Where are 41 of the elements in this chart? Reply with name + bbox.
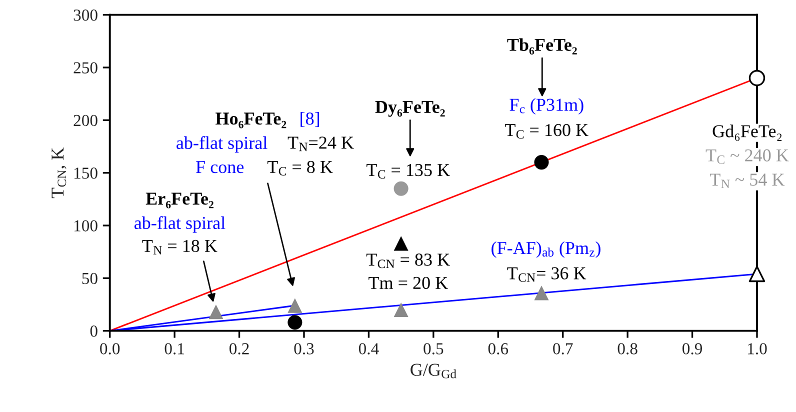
y-tick-label: 50 [82, 272, 98, 284]
annotation: T$_{C}$ ~ 240 K [706, 149, 789, 164]
annotation: T$_{CN}$= 36 K [507, 267, 586, 282]
x-tick-label: 1.0 [748, 343, 767, 354]
annotation: T$_{C}$ = 8 K [267, 160, 333, 176]
x-axis-title: G/G$_{Gd}$ [410, 364, 456, 378]
y-tick-label: 250 [74, 62, 98, 74]
x-tick-label: 0.5 [424, 343, 444, 354]
annotation: [8] [300, 112, 320, 127]
x-tick-label: 0.7 [553, 343, 573, 354]
annotation: Tm = 20 K [368, 276, 448, 290]
annotation: T$_{N}$ = 18 K [142, 240, 218, 254]
y-tick-label: 300 [74, 10, 98, 21]
annotation: T$_{C}$ = 160 K [505, 124, 588, 139]
annotation: Gd₆FeTe₂ [712, 124, 782, 141]
x-tick-label: 0.9 [682, 343, 702, 354]
annotation: ab-flat spiral [176, 136, 268, 153]
y-axis-title: T$_{CN}$, K [52, 147, 66, 198]
y-tick-label: 150 [74, 168, 98, 179]
annotation: F$_{c}$ (P31m) [510, 98, 584, 115]
annotation: T$_{N}$=24 K [288, 136, 354, 152]
y-tick-label: 100 [74, 220, 98, 232]
annotation: (F-AF)$_{ab}$ (Pm$_{z}$) [492, 241, 600, 258]
y-tick-label: 0 [90, 326, 98, 337]
x-tick-label: 0.1 [164, 343, 184, 354]
annotation: Ho₆FeTe₂ [216, 112, 286, 128]
annotation: Dy₆FeTe₂ [375, 101, 445, 117]
annotation: Tb₆FeTe₂ [507, 38, 577, 55]
x-tick-label: 0.6 [488, 343, 508, 354]
x-tick-label: 0.4 [358, 343, 379, 354]
x-tick-label: 0.8 [618, 343, 638, 354]
annotation: T$_{C}$ = 135 K [366, 164, 450, 179]
annotation: T$_{CN}$ = 83 K [366, 254, 450, 268]
annotation: ab-flat spiral [134, 216, 226, 233]
y-tick-label: 200 [74, 114, 98, 126]
annotation: Er₆FeTe₂ [146, 192, 214, 208]
x-tick-label: 0.0 [100, 343, 120, 354]
annotation: F cone [196, 161, 244, 174]
x-tick-label: 0.3 [294, 343, 314, 354]
annotation: T$_{N}$ ~ 54 K [710, 174, 785, 188]
x-tick-label: 0.2 [229, 343, 249, 354]
